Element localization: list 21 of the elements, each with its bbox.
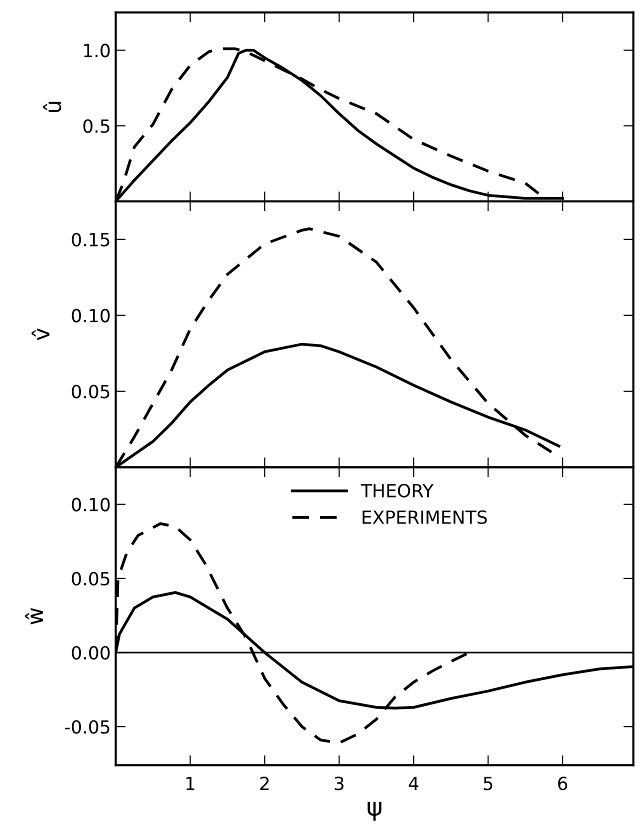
y-tick-label: 0.5	[83, 119, 110, 133]
y-tick-label: -0.05	[65, 720, 110, 734]
y-tick-label: 0.05	[72, 384, 110, 398]
x-tick-label: 2	[260, 776, 269, 790]
y-axis-title: v̂	[32, 328, 50, 340]
y-axis-title: û	[43, 102, 62, 112]
y-axis-title: ŵ	[25, 608, 43, 624]
legend-label: EXPERIMENTS	[362, 510, 487, 524]
x-tick-label: 1	[186, 776, 194, 790]
y-tick-label: 0.10	[72, 308, 110, 322]
x-axis-title: ψ	[368, 802, 382, 821]
y-tick-label: 0.15	[72, 232, 110, 246]
x-tick-label: 4	[408, 776, 418, 790]
x-tick-label: 6	[558, 776, 568, 790]
x-tick-label: 5	[484, 776, 492, 790]
x-tick-label: 3	[334, 776, 344, 790]
y-tick-label: 0.00	[72, 646, 110, 660]
y-tick-label: 0.05	[72, 572, 110, 586]
y-tick-label: 1.0	[84, 44, 110, 58]
legend-label: THEORY	[360, 484, 434, 498]
y-tick-label: 0.10	[72, 498, 110, 512]
